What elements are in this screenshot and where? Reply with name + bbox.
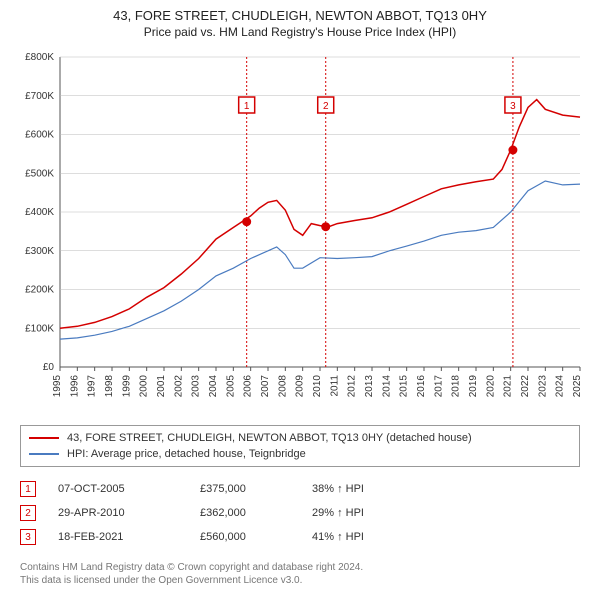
- sale-delta: 29% ↑ HPI: [312, 507, 402, 519]
- sales-table: 1 07-OCT-2005 £375,000 38% ↑ HPI 2 29-APR-201…: [20, 477, 580, 549]
- y-tick-label: £100K: [25, 323, 54, 334]
- footer-attribution: Contains HM Land Registry data © Crown c…: [20, 561, 580, 587]
- footer-line2: This data is licensed under the Open Gov…: [20, 574, 580, 587]
- x-tick-label: 2021: [503, 375, 514, 398]
- sale-delta: 38% ↑ HPI: [312, 483, 402, 495]
- x-tick-label: 2004: [208, 375, 219, 398]
- x-tick-label: 2002: [173, 375, 184, 398]
- x-tick-label: 2020: [485, 375, 496, 398]
- x-tick-label: 2013: [364, 375, 375, 398]
- sale-date: 18-FEB-2021: [58, 531, 178, 543]
- legend-row: HPI: Average price, detached house, Teig…: [29, 446, 571, 462]
- sale-marker-mini: 1: [20, 481, 36, 497]
- x-tick-label: 2017: [433, 375, 444, 398]
- sale-marker-number: 1: [244, 101, 250, 112]
- footer-line1: Contains HM Land Registry data © Crown c…: [20, 561, 580, 574]
- property-line: [60, 100, 580, 329]
- hpi-line: [60, 181, 580, 339]
- y-tick-label: £200K: [25, 285, 54, 296]
- x-tick-label: 2007: [260, 375, 271, 398]
- x-tick-label: 2022: [520, 375, 531, 398]
- y-tick-label: £700K: [25, 91, 54, 102]
- x-tick-label: 2019: [468, 375, 479, 398]
- sale-price: £375,000: [200, 483, 290, 495]
- page-subtitle: Price paid vs. HM Land Registry's House …: [0, 25, 600, 39]
- x-tick-label: 2009: [295, 375, 306, 398]
- sale-marker-dot: [242, 217, 251, 226]
- x-tick-label: 2014: [381, 375, 392, 398]
- y-tick-label: £300K: [25, 246, 54, 257]
- x-tick-label: 2011: [329, 375, 340, 397]
- sale-price: £362,000: [200, 507, 290, 519]
- x-tick-label: 1998: [104, 375, 115, 398]
- x-tick-label: 2023: [537, 375, 548, 398]
- x-tick-label: 2003: [191, 375, 202, 398]
- sale-row: 1 07-OCT-2005 £375,000 38% ↑ HPI: [20, 477, 580, 501]
- sale-price: £560,000: [200, 531, 290, 543]
- sale-marker-mini: 3: [20, 529, 36, 545]
- x-tick-label: 1996: [69, 375, 80, 398]
- chart-svg: £0 £100K £200K £300K £400K £500K £600K £700K £80…: [10, 47, 590, 417]
- y-tick-label: £500K: [25, 168, 54, 179]
- price-chart: £0 £100K £200K £300K £400K £500K £600K £700K £80…: [10, 47, 590, 417]
- x-tick-label: 2008: [277, 375, 288, 398]
- x-tick-label: 2005: [225, 375, 236, 398]
- y-tick-label: £800K: [25, 52, 54, 63]
- sale-date: 29-APR-2010: [58, 507, 178, 519]
- y-tick-label: £600K: [25, 130, 54, 141]
- legend-swatch: [29, 453, 59, 455]
- x-tick-label: 2024: [555, 375, 566, 398]
- sale-marker-number: 2: [323, 101, 329, 112]
- sale-marker-dot: [321, 222, 330, 231]
- x-tick-label: 2016: [416, 375, 427, 398]
- sale-delta: 41% ↑ HPI: [312, 531, 402, 543]
- legend-row: 43, FORE STREET, CHUDLEIGH, NEWTON ABBOT…: [29, 430, 571, 446]
- x-tick-label: 2001: [156, 375, 167, 398]
- x-tick-label: 2015: [399, 375, 410, 398]
- legend: 43, FORE STREET, CHUDLEIGH, NEWTON ABBOT…: [20, 425, 580, 467]
- legend-label: 43, FORE STREET, CHUDLEIGH, NEWTON ABBOT…: [67, 432, 472, 444]
- x-tick-label: 2010: [312, 375, 323, 398]
- sale-date: 07-OCT-2005: [58, 483, 178, 495]
- sale-marker-dot: [508, 146, 517, 155]
- x-tick-label: 1995: [52, 375, 63, 398]
- legend-swatch: [29, 437, 59, 439]
- legend-label: HPI: Average price, detached house, Teig…: [67, 448, 306, 460]
- x-tick-label: 2025: [572, 375, 583, 398]
- x-tick-label: 2006: [243, 375, 254, 398]
- page-title: 43, FORE STREET, CHUDLEIGH, NEWTON ABBOT…: [0, 8, 600, 23]
- sale-marker-mini: 2: [20, 505, 36, 521]
- x-tick-label: 1999: [121, 375, 132, 398]
- x-tick-label: 2012: [347, 375, 358, 398]
- x-tick-label: 2018: [451, 375, 462, 398]
- y-tick-label: £0: [43, 362, 55, 373]
- y-tick-label: £400K: [25, 207, 54, 218]
- sale-row: 2 29-APR-2010 £362,000 29% ↑ HPI: [20, 501, 580, 525]
- x-tick-label: 2000: [139, 375, 150, 398]
- sale-row: 3 18-FEB-2021 £560,000 41% ↑ HPI: [20, 525, 580, 549]
- x-tick-label: 1997: [87, 375, 98, 398]
- sale-marker-number: 3: [510, 101, 516, 112]
